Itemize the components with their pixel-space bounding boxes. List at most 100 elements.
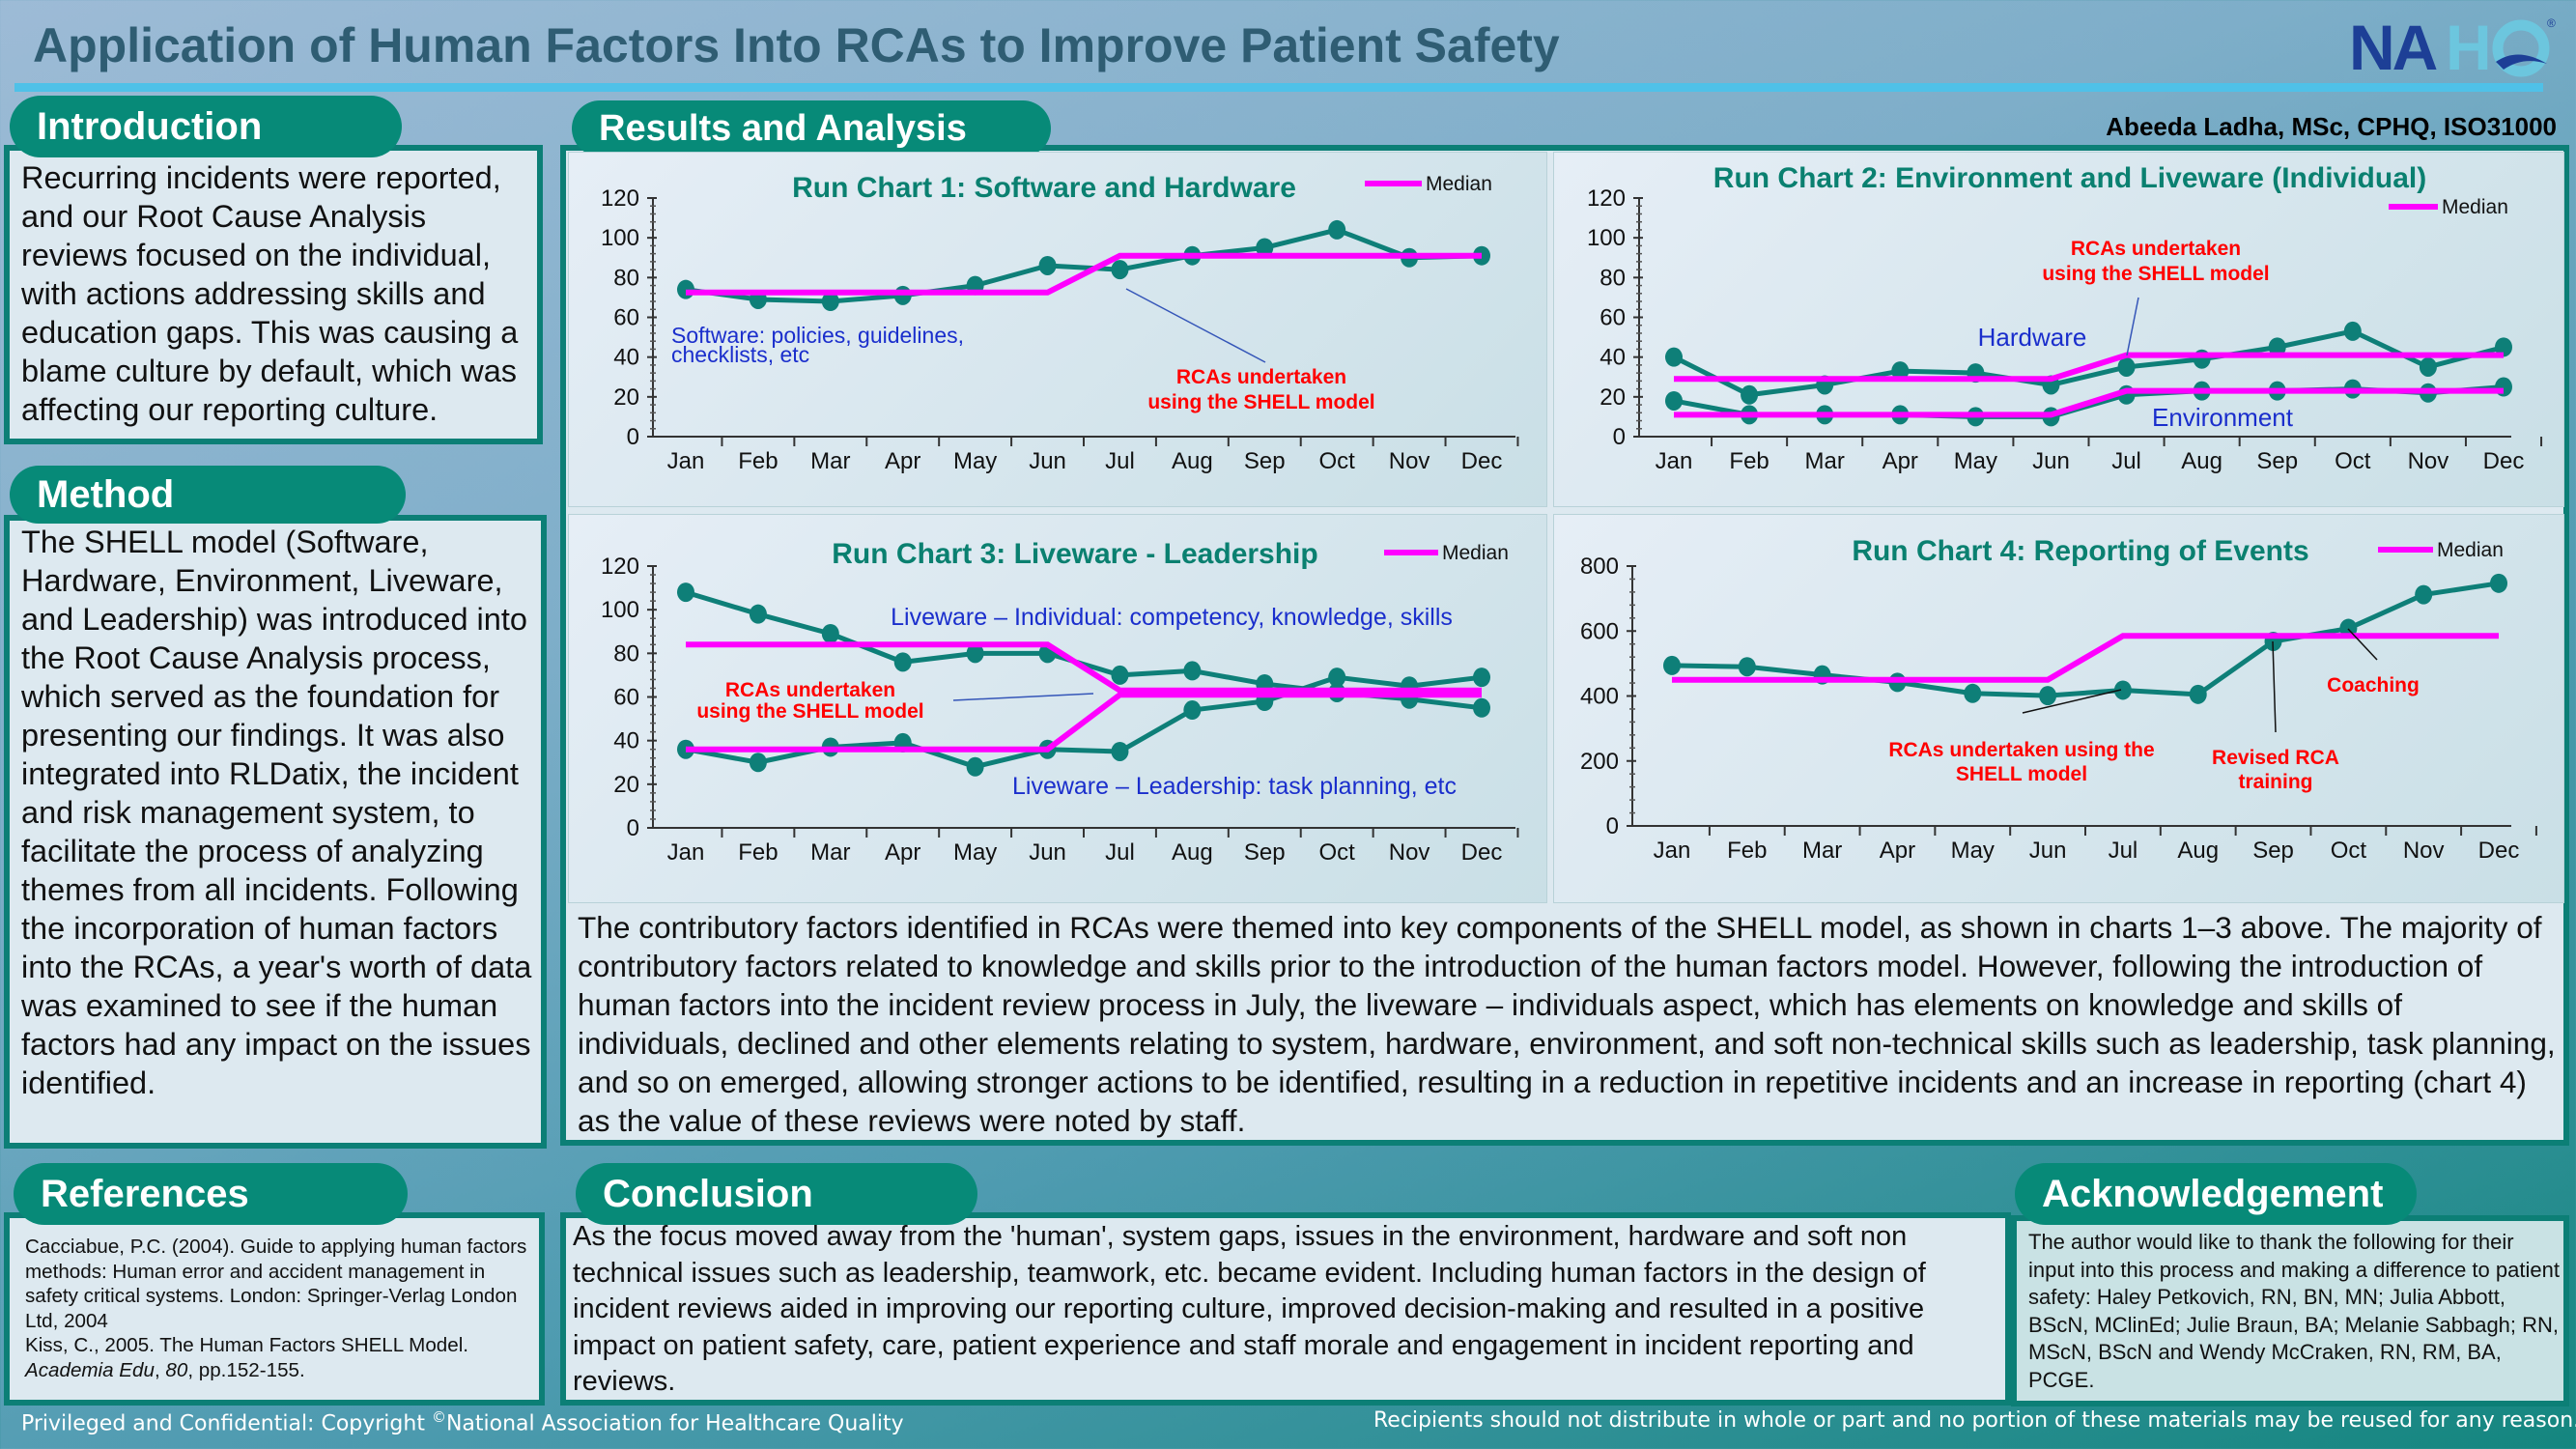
data-point <box>677 279 694 299</box>
x-tick-label: Feb <box>1727 838 1767 864</box>
title-underline <box>14 83 2543 92</box>
chart-annotation: SHELL model <box>1956 763 2087 785</box>
data-point <box>1473 697 1490 718</box>
acknowledgement-heading: Acknowledgement <box>2015 1163 2417 1225</box>
x-tick-label: Apr <box>885 839 920 866</box>
y-tick-label: 40 <box>1599 345 1626 371</box>
data-point <box>1256 238 1274 258</box>
data-point <box>677 582 694 603</box>
x-tick-label: Nov <box>2408 448 2449 474</box>
data-point <box>893 652 912 672</box>
x-tick-label: Dec <box>1461 448 1503 474</box>
x-tick-label: Jun <box>1029 839 1066 866</box>
chart-annotation: RCAs undertaken using the <box>1888 739 2154 761</box>
data-point <box>966 643 984 664</box>
data-point <box>2117 356 2136 377</box>
legend-median-label: Median <box>2437 539 2504 561</box>
data-point <box>1663 655 1681 675</box>
reference-pages: , pp.152-155. <box>187 1358 305 1381</box>
series-label: Liveware – Individual: competency, knowl… <box>891 604 1453 631</box>
y-tick-label: 20 <box>613 384 639 411</box>
y-tick-label: 600 <box>1580 618 1619 644</box>
median-line <box>686 641 1482 694</box>
chart-title: Run Chart 1: Software and Hardware <box>792 172 1296 204</box>
data-point <box>893 285 912 305</box>
x-tick-label: Sep <box>1244 839 1286 866</box>
x-tick-label: Jun <box>1029 448 1066 474</box>
footer-disclaimer: Recipients should not distribute in whol… <box>1373 1408 2576 1433</box>
annotation-leader-line <box>2272 640 2277 733</box>
x-tick-label: Jan <box>667 448 705 474</box>
y-tick-label: 200 <box>1580 749 1619 775</box>
references-panel <box>4 1212 545 1406</box>
y-tick-label: 100 <box>1587 225 1626 251</box>
data-point <box>2415 584 2433 605</box>
y-tick-label: 120 <box>601 185 639 212</box>
y-tick-label: 80 <box>613 265 639 291</box>
median-line <box>1674 352 2504 383</box>
x-tick-label: Nov <box>1389 839 1430 866</box>
y-tick-label: 0 <box>627 815 639 841</box>
chart-annotation: Software: policies, guidelines, <box>671 323 964 348</box>
x-tick-label: May <box>1954 448 1997 474</box>
x-tick-label: Mar <box>1805 448 1845 474</box>
annotation-leader-line <box>952 693 1094 701</box>
author-credit: Abeeda Ladha, MSc, CPHQ, ISO31000 <box>2106 112 2557 141</box>
reference-journal: Academia Edu <box>25 1358 155 1381</box>
data-point <box>749 753 767 773</box>
chart-annotation: RCAs undertaken <box>2071 238 2241 260</box>
y-tick-label: 60 <box>613 305 639 331</box>
footer-org: National Association for Healthcare Qual… <box>445 1411 904 1436</box>
y-tick-label: 0 <box>1613 424 1626 450</box>
results-heading: Results and Analysis <box>572 100 1051 156</box>
legend-median-label: Median <box>1426 173 1492 195</box>
x-tick-label: Aug <box>1172 839 1213 866</box>
data-point <box>1183 661 1202 681</box>
chart-annotation: RCAs undertaken <box>1176 366 1346 388</box>
introduction-text: Recurring incidents were reported, and o… <box>21 160 519 427</box>
x-tick-label: Jul <box>1105 448 1135 474</box>
svg-text:NA: NA <box>2349 14 2437 81</box>
x-tick-label: Jul <box>2111 448 2141 474</box>
svg-text:®: ® <box>2547 16 2556 30</box>
data-point <box>1111 260 1129 280</box>
annotation-leader-line <box>2347 628 2378 661</box>
median-line <box>686 692 1482 753</box>
data-point <box>1891 361 1910 382</box>
y-tick-label: 80 <box>613 640 639 667</box>
data-point <box>2495 337 2512 357</box>
chart-annotation: using the SHELL model <box>2042 263 2269 285</box>
data-point <box>1038 255 1057 275</box>
data-point <box>1328 219 1346 240</box>
y-tick-label: 60 <box>1599 305 1626 331</box>
page-title: Application of Human Factors Into RCAs t… <box>33 18 1560 72</box>
chart-title: Run Chart 3: Liveware - Leadership <box>832 538 1317 570</box>
conclusion-heading: Conclusion <box>576 1163 977 1225</box>
chart-annotation: using the SHELL model <box>1147 391 1374 413</box>
y-tick-label: 800 <box>1580 554 1619 580</box>
x-tick-label: Dec <box>2478 838 2520 864</box>
x-tick-label: Sep <box>2256 448 2298 474</box>
series-line <box>1672 328 2505 398</box>
x-tick-label: Mar <box>810 448 850 474</box>
y-tick-label: 60 <box>613 685 639 711</box>
references-heading: References <box>14 1163 408 1225</box>
data-point <box>1111 665 1129 685</box>
data-point <box>1328 668 1346 688</box>
x-tick-label: May <box>1951 838 1995 864</box>
median-line <box>686 252 1482 296</box>
x-tick-label: Apr <box>1882 448 1918 474</box>
x-tick-label: Jan <box>1654 838 1691 864</box>
run-chart-3: Run Chart 3: Liveware - Leadership 0 20 40 6… <box>568 514 1547 903</box>
data-point <box>1111 741 1129 761</box>
data-point <box>2490 573 2507 593</box>
data-point <box>1473 668 1490 688</box>
x-tick-label: Aug <box>2177 838 2219 864</box>
data-point <box>2039 686 2057 706</box>
series-label: Hardware <box>1978 323 2087 352</box>
run-chart-1-svg: Run Chart 1: Software and Hardware 0 20 40 6… <box>601 172 1519 474</box>
x-tick-label: Feb <box>738 839 778 866</box>
series-line <box>1671 581 2500 698</box>
y-tick-label: 400 <box>1580 684 1619 710</box>
y-tick-label: 40 <box>613 728 639 754</box>
